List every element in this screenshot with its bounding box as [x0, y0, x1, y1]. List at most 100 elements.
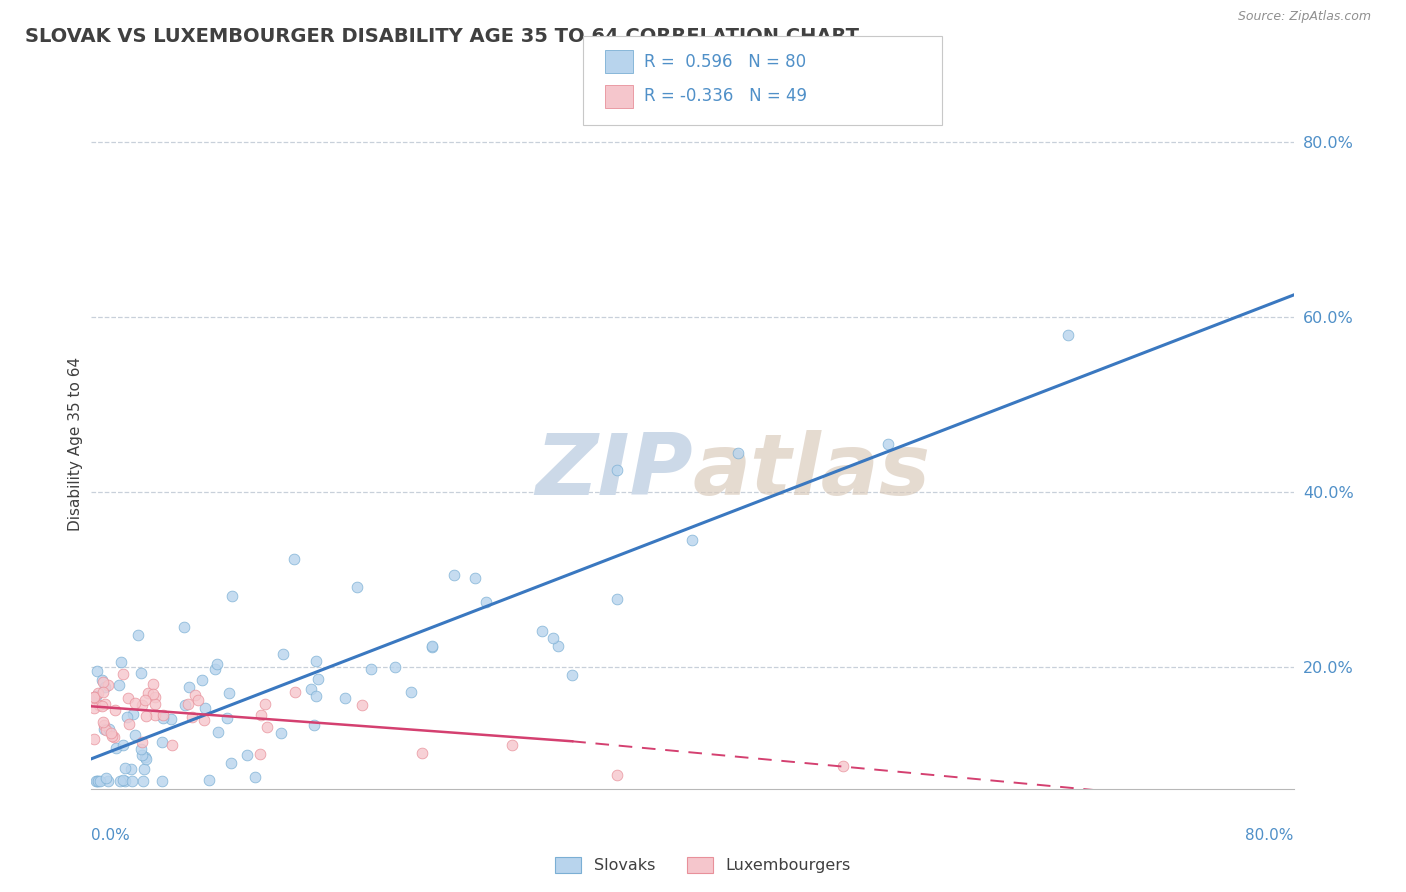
- Point: [256, 720, 278, 734]
- Point: [420, 639, 443, 653]
- Point: [107, 678, 129, 692]
- Point: [97, 722, 120, 736]
- Point: [114, 760, 136, 774]
- Point: [606, 592, 628, 607]
- Legend: Slovaks, Luxembourgers: Slovaks, Luxembourgers: [548, 850, 858, 880]
- Point: [217, 711, 239, 725]
- Point: [94, 680, 117, 694]
- Point: [190, 673, 212, 688]
- Point: [152, 773, 174, 788]
- Point: [681, 533, 703, 547]
- Point: [271, 647, 294, 661]
- Point: [346, 580, 368, 594]
- Point: [87, 686, 110, 700]
- Point: [360, 662, 382, 676]
- Point: [86, 665, 108, 679]
- Point: [117, 690, 139, 705]
- Text: 0.0%: 0.0%: [91, 829, 131, 843]
- Point: [83, 731, 105, 746]
- Point: [121, 773, 143, 788]
- Point: [270, 726, 292, 740]
- Point: [142, 687, 165, 701]
- Point: [131, 748, 153, 763]
- Point: [96, 723, 118, 738]
- Point: [84, 690, 107, 704]
- Point: [253, 698, 276, 712]
- Text: Source: ZipAtlas.com: Source: ZipAtlas.com: [1237, 10, 1371, 22]
- Point: [89, 773, 111, 788]
- Point: [97, 678, 120, 692]
- Point: [124, 696, 146, 710]
- Point: [249, 747, 271, 762]
- Point: [108, 773, 131, 788]
- Point: [134, 762, 156, 776]
- Point: [181, 709, 204, 723]
- Point: [97, 773, 120, 788]
- Point: [204, 662, 226, 676]
- Point: [305, 690, 328, 704]
- Point: [150, 735, 173, 749]
- Point: [606, 463, 628, 477]
- Point: [114, 773, 136, 788]
- Point: [250, 708, 273, 723]
- Point: [399, 684, 422, 698]
- Point: [83, 701, 105, 715]
- Point: [110, 655, 132, 669]
- Point: [541, 631, 564, 645]
- Point: [93, 718, 115, 732]
- Text: 80.0%: 80.0%: [1246, 829, 1294, 843]
- Point: [302, 718, 325, 732]
- Point: [111, 739, 134, 753]
- Point: [83, 690, 105, 705]
- Point: [411, 746, 433, 760]
- Point: [207, 725, 229, 739]
- Point: [160, 713, 183, 727]
- Point: [727, 446, 749, 460]
- Point: [173, 698, 195, 712]
- Point: [112, 773, 135, 788]
- Point: [96, 771, 118, 785]
- Point: [305, 654, 328, 668]
- Point: [91, 698, 114, 713]
- Point: [86, 773, 108, 788]
- Point: [103, 730, 125, 744]
- Point: [531, 624, 554, 638]
- Point: [131, 735, 153, 749]
- Point: [420, 640, 443, 655]
- Point: [606, 768, 628, 782]
- Point: [91, 714, 114, 729]
- Point: [218, 686, 240, 700]
- Point: [1057, 327, 1080, 342]
- Point: [142, 677, 165, 691]
- Y-axis label: Disability Age 35 to 64: Disability Age 35 to 64: [67, 357, 83, 531]
- Point: [160, 738, 183, 752]
- Point: [138, 686, 160, 700]
- Point: [152, 711, 174, 725]
- Text: ZIP: ZIP: [534, 430, 692, 513]
- Point: [131, 698, 153, 712]
- Point: [194, 700, 217, 714]
- Point: [86, 773, 108, 788]
- Point: [205, 657, 228, 671]
- Point: [173, 620, 195, 634]
- Text: R = -0.336   N = 49: R = -0.336 N = 49: [644, 87, 807, 105]
- Point: [384, 659, 406, 673]
- Point: [443, 568, 465, 582]
- Point: [93, 722, 115, 736]
- Point: [284, 685, 307, 699]
- Point: [831, 759, 853, 773]
- Text: R =  0.596   N = 80: R = 0.596 N = 80: [644, 53, 806, 70]
- Point: [561, 668, 583, 682]
- Point: [143, 690, 166, 704]
- Text: atlas: atlas: [692, 430, 931, 513]
- Point: [243, 770, 266, 784]
- Point: [219, 756, 242, 770]
- Point: [91, 685, 114, 699]
- Point: [501, 738, 523, 752]
- Point: [127, 628, 149, 642]
- Point: [89, 698, 111, 712]
- Point: [90, 673, 112, 688]
- Point: [177, 680, 200, 694]
- Point: [134, 750, 156, 764]
- Point: [307, 672, 329, 686]
